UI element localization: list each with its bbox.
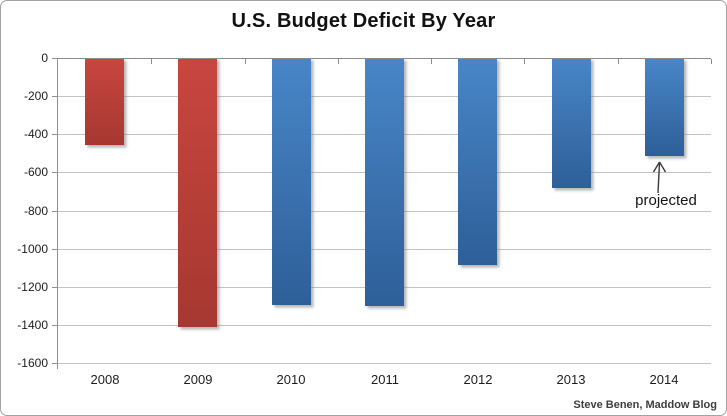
projected-annotation: projected (635, 192, 697, 209)
y-axis-line (57, 58, 58, 369)
y-tick-label: -1400 (17, 318, 48, 332)
bar-2013 (552, 58, 591, 188)
zero-axis-line (58, 58, 711, 59)
y-axis-tick (52, 249, 57, 250)
y-tick-label: 0 (41, 51, 48, 65)
y-axis-tick (52, 211, 57, 212)
x-tick-label: 2011 (371, 372, 399, 387)
projected-arrow-icon (652, 161, 667, 194)
y-axis-tick (52, 172, 57, 173)
y-axis-tick (52, 58, 57, 59)
category-axis-tick (524, 59, 525, 64)
bar-2009 (178, 58, 217, 327)
y-axis-tick (52, 363, 57, 364)
x-tick-label: 2010 (276, 372, 306, 387)
x-tick-label: 2012 (463, 372, 493, 387)
x-tick-label: 2008 (90, 372, 120, 387)
bar-2010 (272, 58, 311, 305)
y-tick-label: -200 (23, 89, 48, 103)
y-tick-label: -600 (23, 165, 48, 179)
category-axis-tick (431, 59, 432, 64)
category-axis-tick (618, 59, 619, 64)
gridline (58, 363, 711, 364)
y-axis-tick (52, 96, 57, 97)
bar-2014 (645, 58, 684, 156)
category-axis-tick (151, 59, 152, 64)
chart-title: U.S. Budget Deficit By Year (231, 10, 496, 32)
bar-2012 (458, 58, 497, 265)
plot-area (52, 58, 712, 369)
y-axis-tick (52, 287, 57, 288)
x-tick-label: 2013 (556, 372, 586, 387)
y-axis-labels: 0 -200 -400 -600 -800 -1000 -1200 -1400 -1600 (1, 51, 51, 370)
y-tick-label: -800 (23, 204, 48, 218)
credit-text: Steve Benen, Maddow Blog (573, 399, 717, 411)
y-tick-label: -1600 (17, 356, 48, 370)
x-tick-label: 2009 (183, 372, 213, 387)
x-axis-labels: 2008 2009 2010 2011 2012 2013 2014 (58, 372, 711, 390)
y-axis-tick (52, 134, 57, 135)
category-axis-tick (711, 59, 712, 64)
gridline (58, 325, 711, 326)
y-tick-label: -400 (23, 127, 48, 141)
y-axis-tick (52, 325, 57, 326)
bar-2008 (85, 58, 124, 145)
x-tick-label: 2014 (649, 372, 679, 387)
y-tick-label: -1000 (17, 242, 48, 256)
y-tick-label: -1200 (17, 280, 48, 294)
category-axis-tick (338, 59, 339, 64)
category-axis-tick (245, 59, 246, 64)
bar-2011 (365, 58, 404, 306)
